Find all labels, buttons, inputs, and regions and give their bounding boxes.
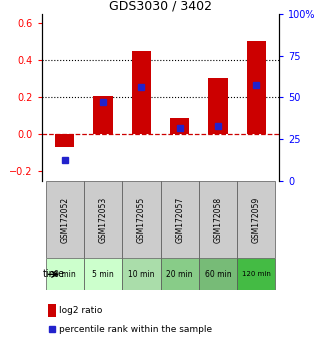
Bar <box>46 258 84 290</box>
Text: 10 min: 10 min <box>128 270 155 279</box>
Bar <box>170 118 189 134</box>
Text: GSM172057: GSM172057 <box>175 196 184 242</box>
Text: 5 min: 5 min <box>92 270 114 279</box>
Bar <box>247 41 266 134</box>
Bar <box>84 258 122 290</box>
Bar <box>132 51 151 134</box>
Text: 60 min: 60 min <box>205 270 231 279</box>
Bar <box>237 258 275 290</box>
Bar <box>55 134 74 147</box>
Bar <box>160 258 199 290</box>
Bar <box>122 258 160 290</box>
Bar <box>122 181 160 258</box>
Text: GSM172055: GSM172055 <box>137 196 146 242</box>
Text: percentile rank within the sample: percentile rank within the sample <box>59 325 213 334</box>
Bar <box>208 78 228 134</box>
Text: time: time <box>42 269 65 279</box>
Text: 20 min: 20 min <box>166 270 193 279</box>
Bar <box>46 181 84 258</box>
Bar <box>199 258 237 290</box>
Bar <box>199 181 237 258</box>
Bar <box>237 181 275 258</box>
Bar <box>84 181 122 258</box>
Text: GSM172058: GSM172058 <box>213 196 222 242</box>
Text: GSM172052: GSM172052 <box>60 196 69 242</box>
Text: GSM172059: GSM172059 <box>252 196 261 242</box>
Bar <box>48 304 56 317</box>
Title: GDS3030 / 3402: GDS3030 / 3402 <box>109 0 212 13</box>
Text: 0 min: 0 min <box>54 270 75 279</box>
Bar <box>93 96 113 134</box>
Text: log2 ratio: log2 ratio <box>59 306 103 315</box>
Text: GSM172053: GSM172053 <box>99 196 108 242</box>
Text: 120 min: 120 min <box>242 272 271 277</box>
Bar <box>160 181 199 258</box>
